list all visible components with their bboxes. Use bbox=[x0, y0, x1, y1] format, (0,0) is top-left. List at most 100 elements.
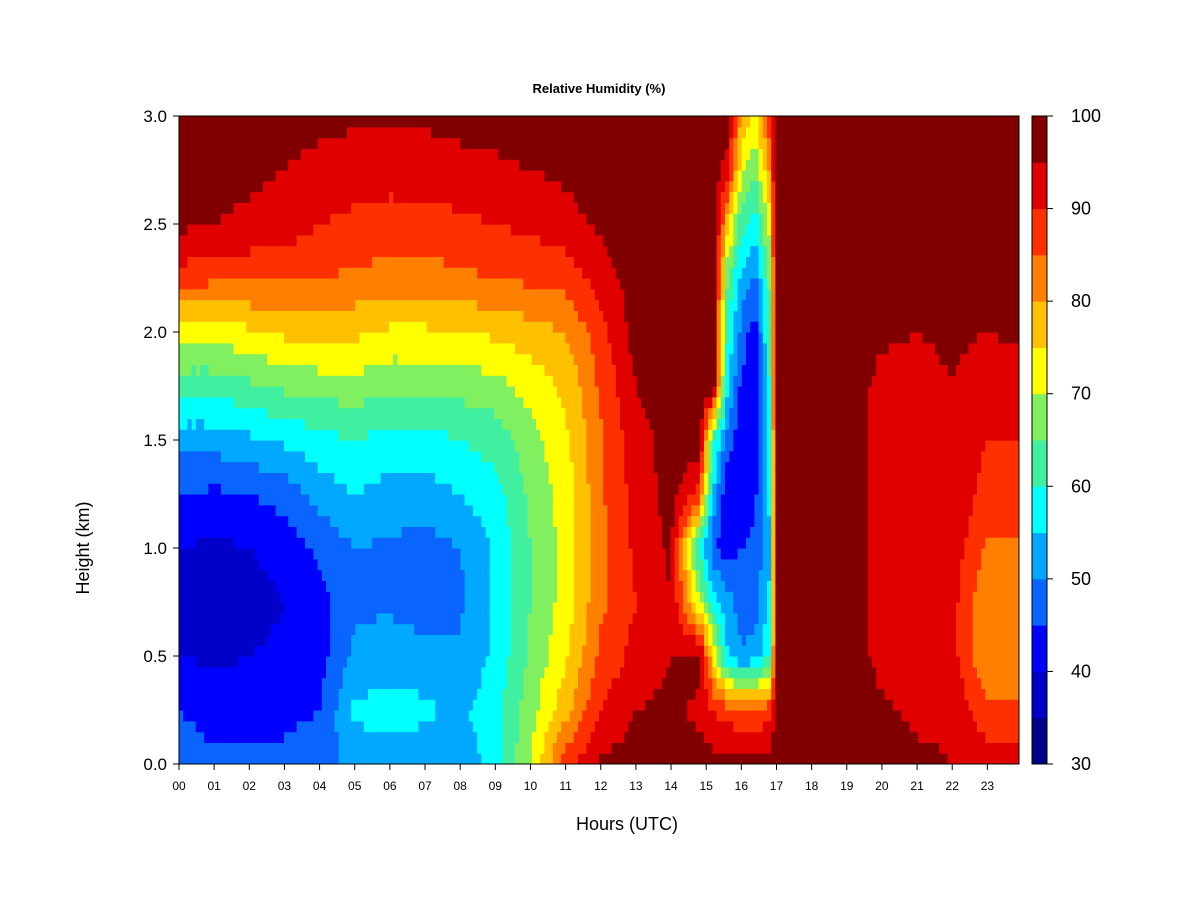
heatmap-cell bbox=[221, 494, 226, 506]
heatmap-cell bbox=[300, 375, 306, 387]
heatmap-cell bbox=[326, 386, 331, 398]
heatmap-cell bbox=[485, 699, 491, 711]
heatmap-cell bbox=[204, 170, 209, 182]
heatmap-cell bbox=[216, 494, 222, 506]
heatmap-cell bbox=[477, 666, 482, 679]
heatmap-cell bbox=[195, 245, 201, 257]
heatmap-cell bbox=[204, 137, 209, 149]
heatmap-cell bbox=[452, 548, 457, 560]
heatmap-cell bbox=[431, 245, 436, 257]
heatmap-cell bbox=[515, 191, 520, 203]
heatmap-cell bbox=[263, 645, 268, 657]
heatmap-cell bbox=[288, 310, 293, 322]
heatmap-cell bbox=[414, 472, 419, 484]
heatmap-cell bbox=[397, 386, 403, 398]
heatmap-cell bbox=[288, 278, 293, 290]
heatmap-cell bbox=[523, 429, 529, 441]
heatmap-cell bbox=[351, 213, 356, 225]
heatmap-cell bbox=[468, 224, 474, 236]
heatmap-cell bbox=[405, 375, 411, 387]
heatmap-cell bbox=[460, 666, 466, 679]
heatmap-cell bbox=[225, 234, 230, 247]
heatmap-cell bbox=[242, 731, 247, 743]
heatmap-cell bbox=[313, 364, 319, 376]
heatmap-cell bbox=[334, 720, 340, 733]
heatmap-cell bbox=[200, 612, 205, 625]
heatmap-cell bbox=[309, 645, 314, 657]
heatmap-cell bbox=[368, 321, 373, 333]
heatmap-cell bbox=[410, 418, 415, 430]
heatmap-cell bbox=[326, 342, 331, 355]
heatmap-cell bbox=[422, 429, 428, 441]
heatmap-cell bbox=[263, 623, 268, 635]
heatmap-cell bbox=[452, 537, 457, 549]
heatmap-cell bbox=[372, 569, 377, 581]
heatmap-cell bbox=[452, 526, 457, 538]
heatmap-cell bbox=[477, 548, 482, 560]
heatmap-cell bbox=[242, 753, 247, 764]
heatmap-cell bbox=[208, 591, 214, 603]
heatmap-cell bbox=[309, 450, 314, 463]
heatmap-cell bbox=[401, 267, 407, 279]
heatmap-cell bbox=[212, 666, 218, 679]
heatmap-cell bbox=[334, 321, 340, 333]
heatmap-cell bbox=[393, 720, 398, 733]
heatmap-cell bbox=[279, 450, 285, 463]
heatmap-cell bbox=[485, 170, 491, 182]
heatmap-cell bbox=[347, 375, 352, 387]
heatmap-cell bbox=[292, 148, 298, 160]
heatmap-cell bbox=[200, 288, 205, 301]
heatmap-cell bbox=[485, 375, 491, 387]
heatmap-cell bbox=[418, 472, 424, 484]
heatmap-cell bbox=[355, 580, 361, 592]
heatmap-cell bbox=[393, 180, 398, 193]
heatmap-cell bbox=[515, 731, 520, 743]
heatmap-cell bbox=[473, 612, 478, 625]
heatmap-cell bbox=[342, 364, 348, 376]
heatmap-cell bbox=[368, 299, 373, 311]
heatmap-cell bbox=[212, 310, 218, 322]
heatmap-cell bbox=[221, 731, 226, 743]
heatmap-cell bbox=[468, 602, 474, 614]
heatmap-cell bbox=[216, 332, 222, 344]
heatmap-cell bbox=[275, 580, 281, 592]
heatmap-cell bbox=[460, 580, 466, 592]
heatmap-cell bbox=[183, 332, 188, 344]
heatmap-cell bbox=[405, 245, 411, 257]
heatmap-cell bbox=[477, 342, 482, 355]
heatmap-cell bbox=[250, 332, 256, 344]
heatmap-cell bbox=[288, 224, 293, 236]
heatmap-cell bbox=[431, 148, 436, 160]
heatmap-cell bbox=[464, 418, 470, 430]
heatmap-cell bbox=[225, 515, 230, 527]
heatmap-cell bbox=[351, 342, 356, 355]
heatmap-cell bbox=[372, 710, 377, 722]
heatmap-cell bbox=[204, 720, 209, 733]
heatmap-cell bbox=[506, 396, 512, 409]
heatmap-cell bbox=[359, 666, 365, 679]
heatmap-cell bbox=[237, 310, 243, 322]
heatmap-cell bbox=[380, 742, 386, 754]
heatmap-cell bbox=[405, 753, 411, 764]
heatmap-cell bbox=[258, 666, 264, 679]
heatmap-cell bbox=[351, 461, 356, 473]
heatmap-cell bbox=[384, 548, 390, 560]
heatmap-cell bbox=[195, 126, 201, 139]
heatmap-cell bbox=[464, 396, 470, 409]
heatmap-cell bbox=[284, 332, 289, 344]
heatmap-cell bbox=[460, 299, 466, 311]
heatmap-cell bbox=[372, 537, 377, 549]
heatmap-cell bbox=[439, 180, 445, 193]
heatmap-cell bbox=[452, 310, 457, 322]
heatmap-cell bbox=[338, 666, 344, 679]
heatmap-cell bbox=[313, 170, 319, 182]
heatmap-cell bbox=[254, 699, 260, 711]
heatmap-cell bbox=[250, 666, 256, 679]
heatmap-cell bbox=[183, 116, 188, 128]
heatmap-cell bbox=[485, 396, 491, 409]
heatmap-cell bbox=[296, 159, 302, 171]
heatmap-cell bbox=[208, 159, 214, 171]
heatmap-cell bbox=[216, 580, 222, 592]
heatmap-cell bbox=[229, 180, 235, 193]
heatmap-cell bbox=[506, 688, 512, 700]
